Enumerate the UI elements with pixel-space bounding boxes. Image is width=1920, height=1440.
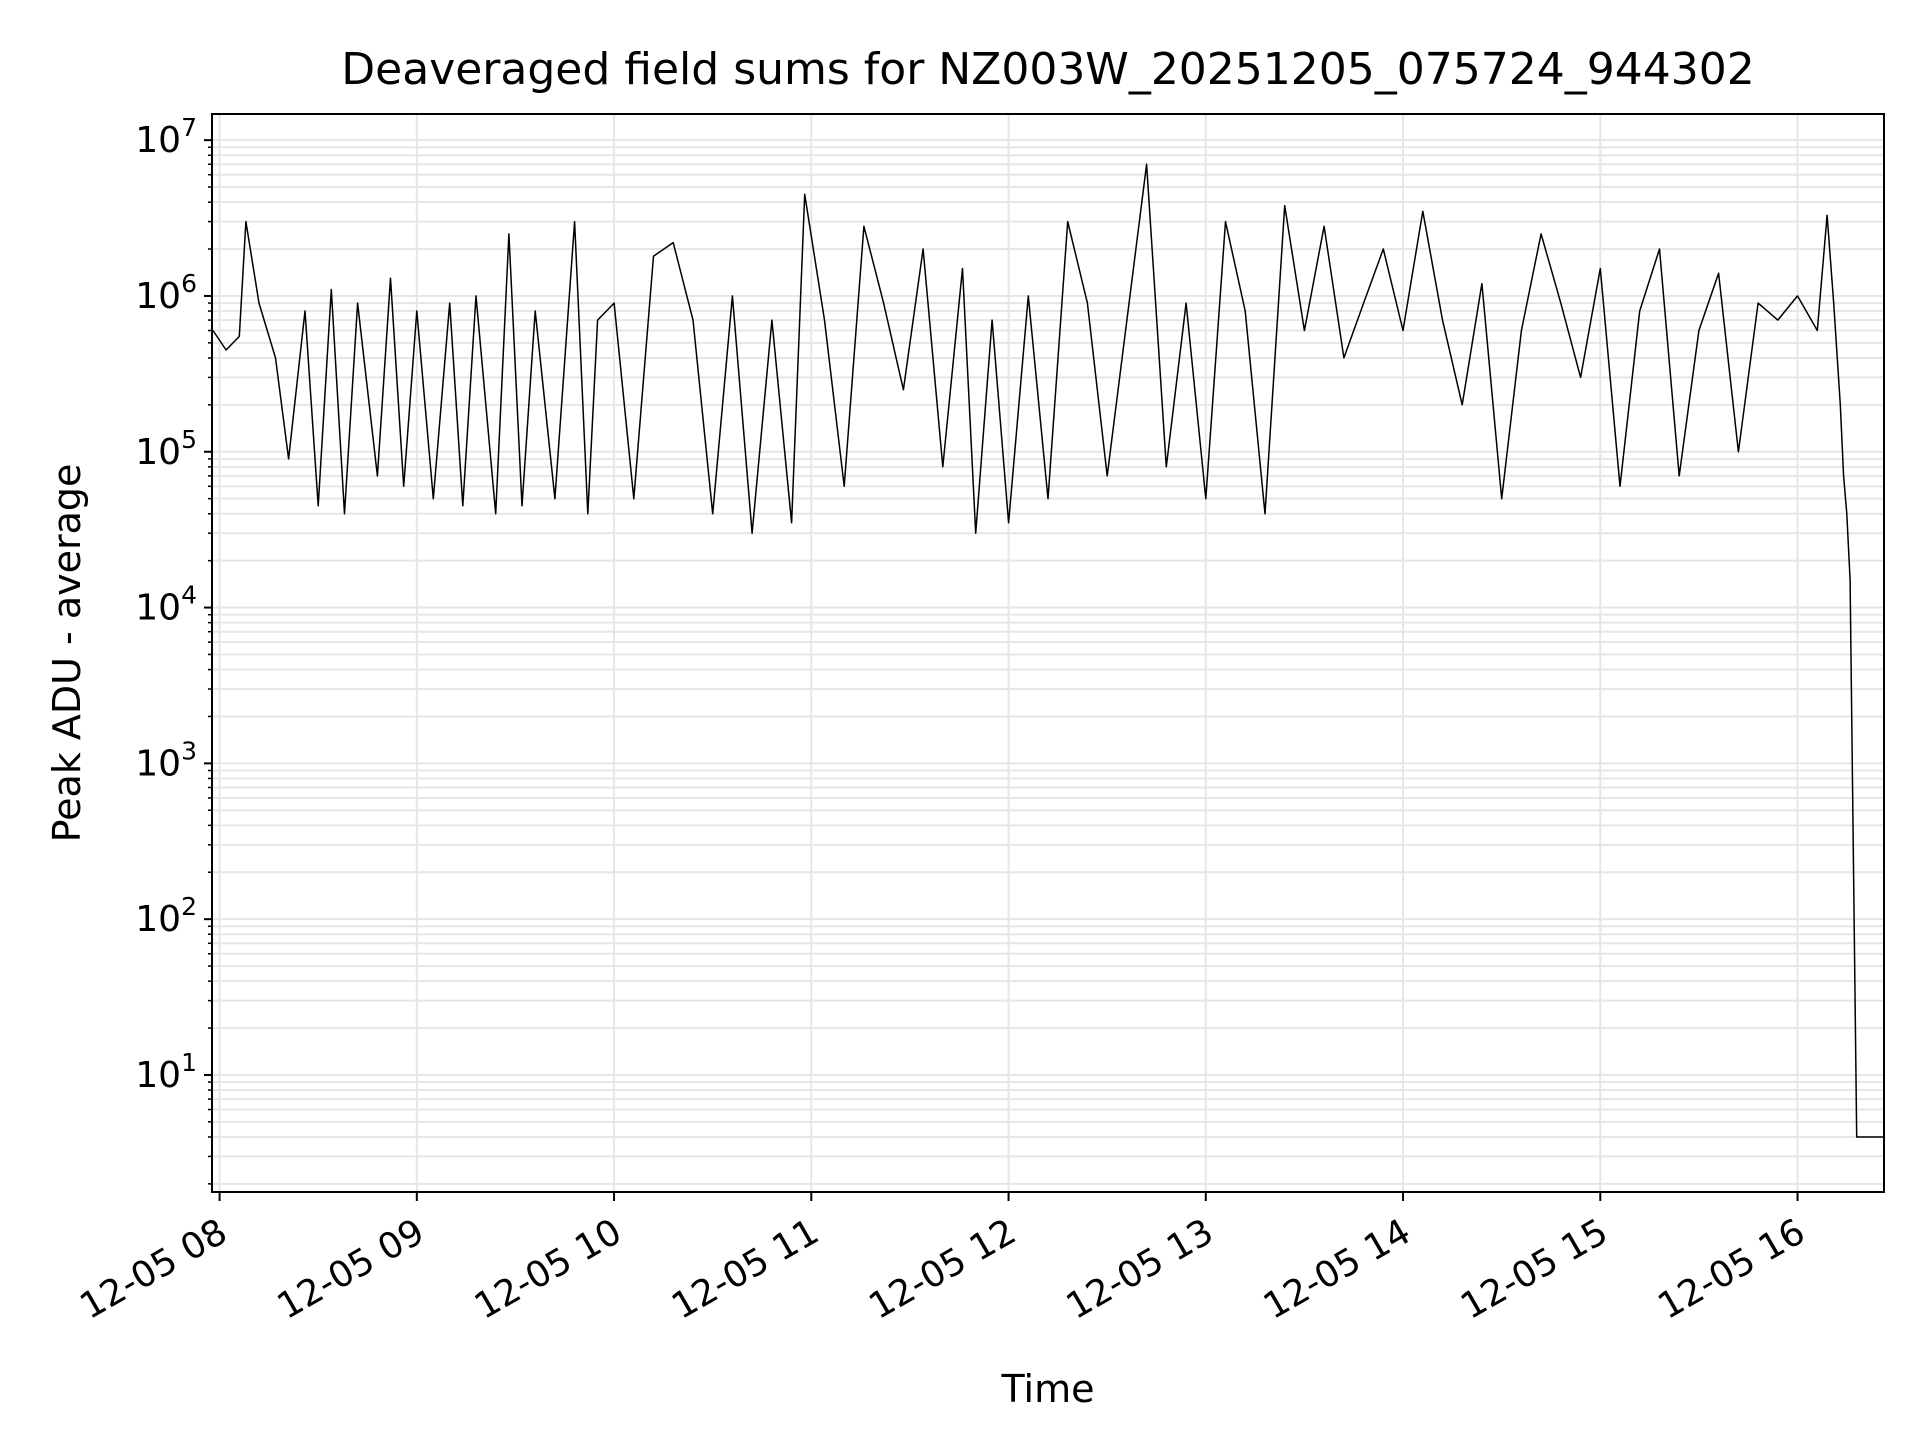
y-tick-label: 103 bbox=[135, 736, 197, 784]
y-tick-label: 107 bbox=[135, 113, 197, 161]
data-series-line bbox=[212, 163, 1883, 1138]
series-layer bbox=[212, 163, 1883, 1138]
chart-title: Deaveraged field sums for NZ003W_2025120… bbox=[341, 44, 1754, 95]
y-axis-label: Peak ADU - average bbox=[45, 464, 89, 843]
y-tick-label: 104 bbox=[135, 581, 197, 629]
plot-frame bbox=[211, 113, 1885, 1193]
y-tick-label: 101 bbox=[135, 1048, 197, 1096]
grid bbox=[213, 115, 1883, 1191]
y-tick-label: 102 bbox=[135, 892, 197, 940]
y-tick-label: 105 bbox=[135, 425, 197, 473]
x-axis-label: Time bbox=[1001, 1367, 1095, 1411]
y-axis: 101 102 103 104 105 106 107 bbox=[135, 113, 213, 1185]
y-tick-label: 106 bbox=[135, 269, 197, 317]
